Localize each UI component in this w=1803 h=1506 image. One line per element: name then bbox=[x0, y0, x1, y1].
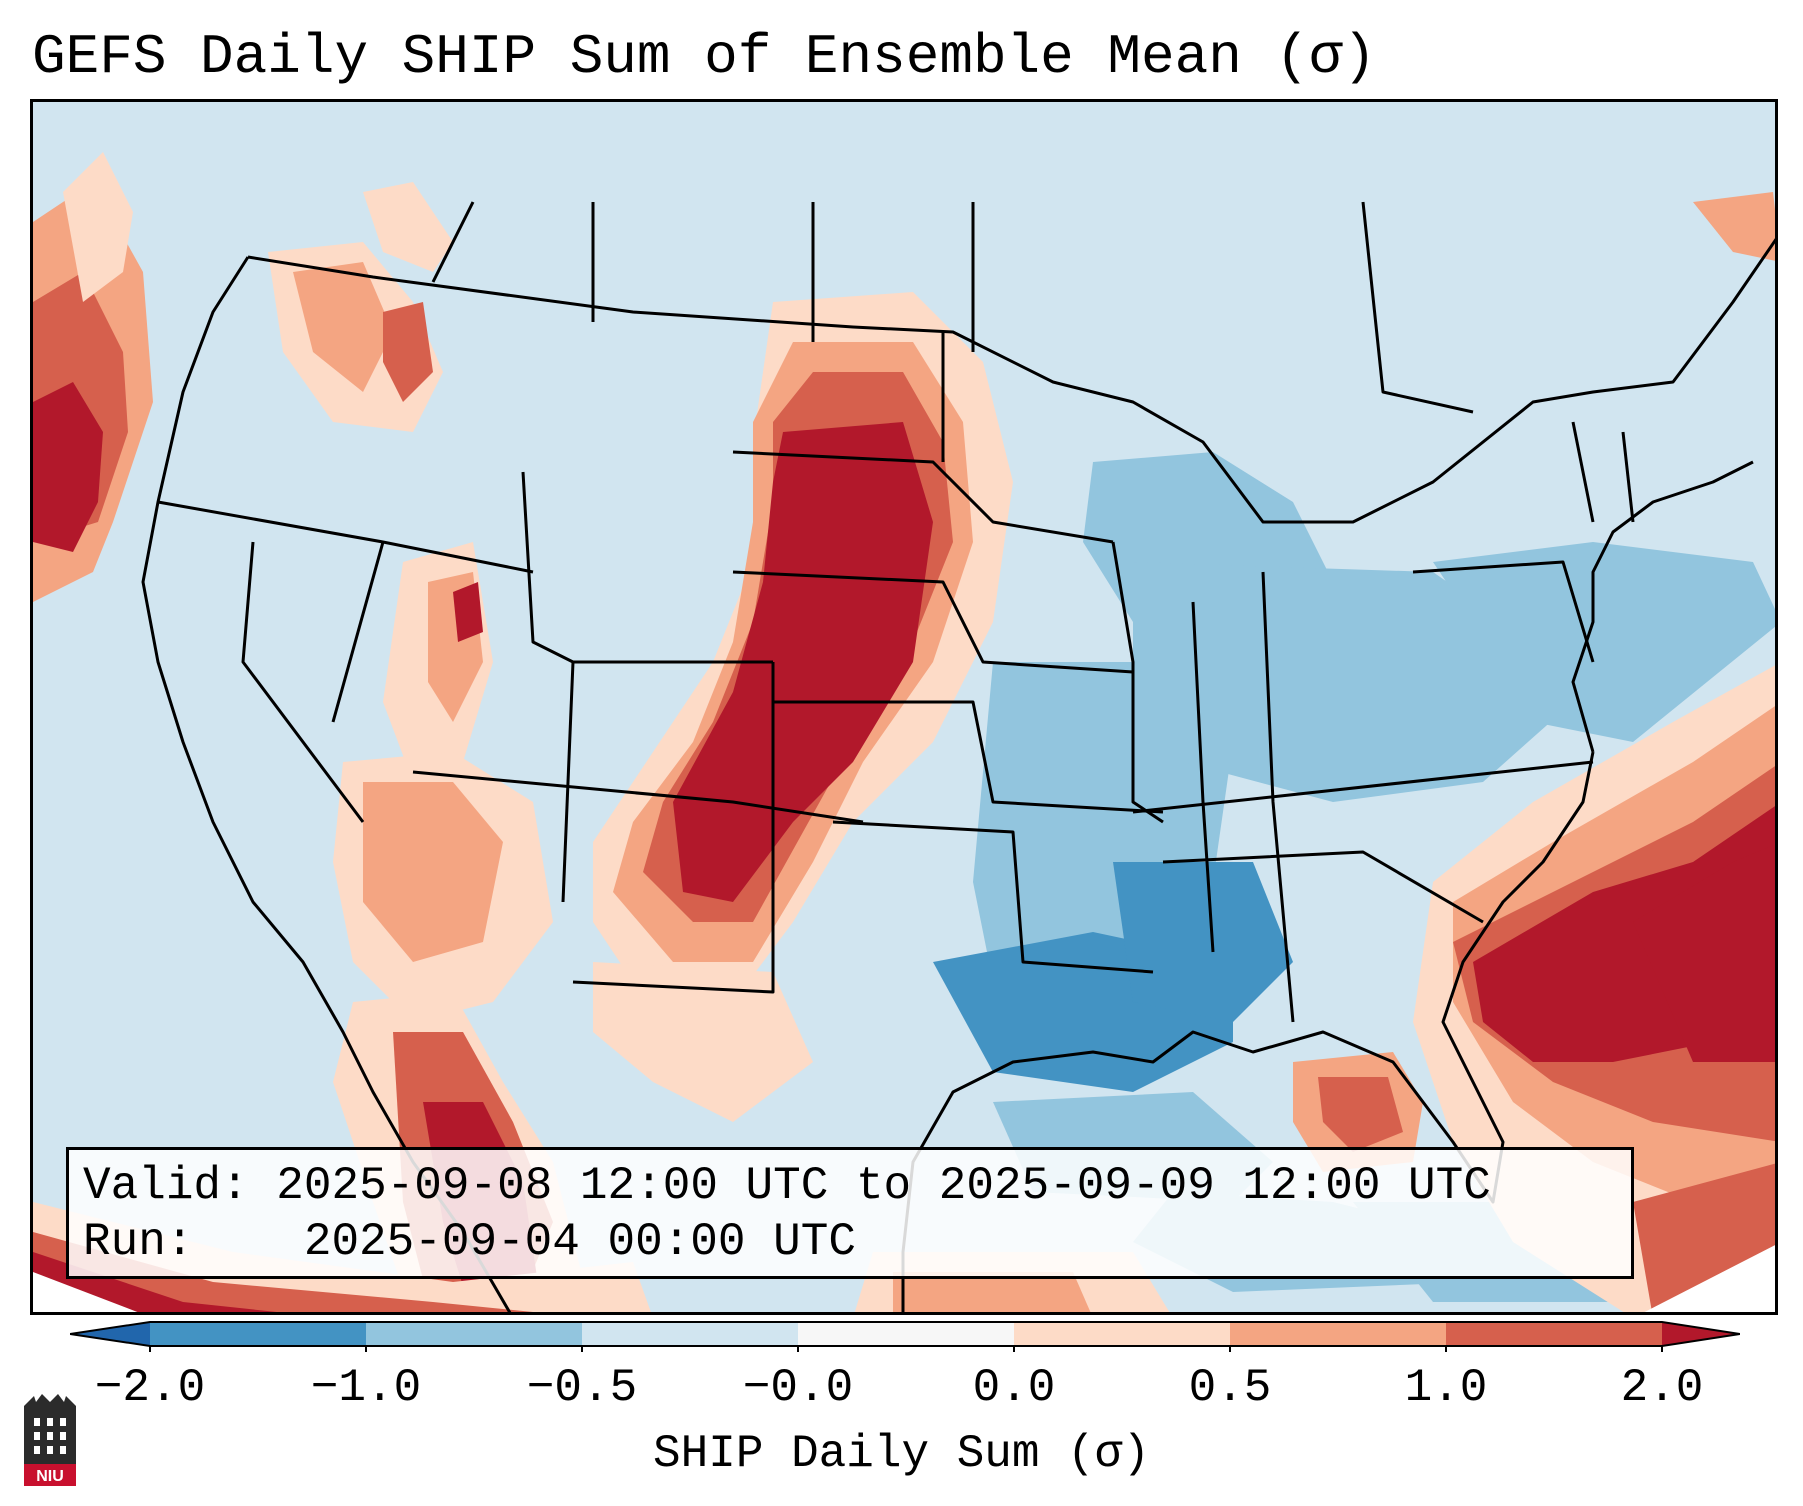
chart-title: GEFS Daily SHIP Sum of Ensemble Mean (σ) bbox=[32, 25, 1377, 89]
svg-text:NIU: NIU bbox=[36, 1468, 64, 1485]
colorbar-extend-max bbox=[1662, 1322, 1740, 1346]
niu-logo-icon: NIU bbox=[24, 1394, 76, 1486]
valid-value: 2025-09-08 12:00 UTC to 2025-09-09 12:00… bbox=[276, 1160, 1491, 1212]
map-canvas bbox=[33, 102, 1775, 1312]
colorbar-tick-label: 0.0 bbox=[972, 1362, 1056, 1414]
run-line: Run: 2025-09-04 00:00 UTC bbox=[83, 1214, 1631, 1270]
colorbar-tick-label: −1.0 bbox=[310, 1362, 422, 1414]
colorbar-segment-6 bbox=[1230, 1322, 1446, 1346]
colorbar-tick-label: 0.5 bbox=[1188, 1362, 1272, 1414]
colorbar-label: SHIP Daily Sum (σ) bbox=[653, 1428, 1150, 1480]
valid-label: Valid: bbox=[83, 1160, 249, 1212]
shaded-field bbox=[33, 102, 1775, 1312]
colorbar-segment-5 bbox=[1014, 1322, 1230, 1346]
run-label: Run: bbox=[83, 1216, 194, 1268]
colorbar-tick-label: −0.5 bbox=[526, 1362, 638, 1414]
political-boundaries bbox=[141, 201, 1775, 1312]
colorbar-segment-7 bbox=[1446, 1322, 1662, 1346]
valid-line: Valid: 2025-09-08 12:00 UTC to 2025-09-0… bbox=[83, 1158, 1631, 1214]
colorbar-segment-2 bbox=[366, 1322, 582, 1346]
colorbar-tick-label: 1.0 bbox=[1404, 1362, 1488, 1414]
run-value: 2025-09-04 00:00 UTC bbox=[303, 1216, 856, 1268]
colorbar-tick-label: −0.0 bbox=[742, 1362, 854, 1414]
colorbar bbox=[70, 1321, 1740, 1352]
colorbar-tick-label: 2.0 bbox=[1620, 1362, 1704, 1414]
colorbar-tick-label: −2.0 bbox=[94, 1362, 206, 1414]
colorbar-segment-4 bbox=[798, 1322, 1014, 1346]
colorbar-extend-min bbox=[70, 1322, 150, 1346]
colorbar-segment-1 bbox=[150, 1322, 366, 1346]
colorbar-segment-3 bbox=[582, 1322, 798, 1346]
map-panel bbox=[30, 99, 1778, 1315]
valid-run-info-box: Valid: 2025-09-08 12:00 UTC to 2025-09-0… bbox=[66, 1147, 1634, 1279]
